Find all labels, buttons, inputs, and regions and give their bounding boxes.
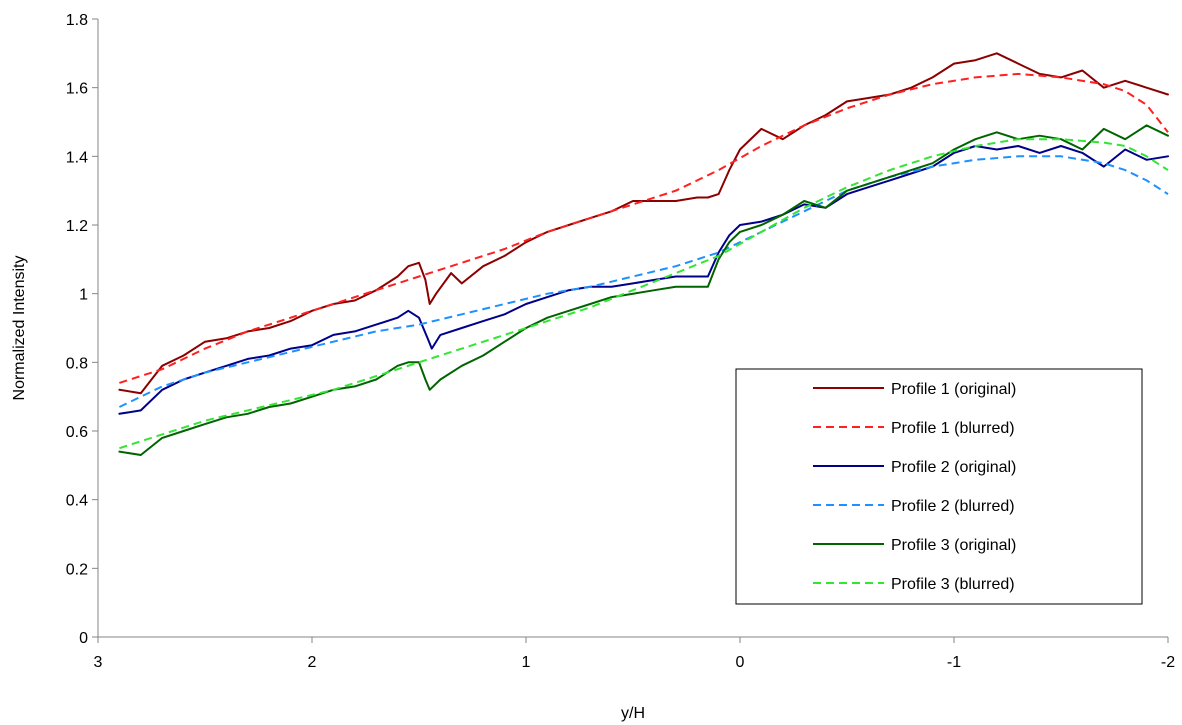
legend-label: Profile 3 (blurred) <box>891 576 1015 593</box>
series-layer <box>118 52 1169 456</box>
x-tick-label: 0 <box>736 654 745 671</box>
series-line-2 <box>119 72 1169 384</box>
y-tick-label: 1.2 <box>66 218 88 235</box>
series-line-5 <box>118 124 1169 456</box>
y-tick-label: 0.8 <box>66 355 88 372</box>
legend-label: Profile 1 (blurred) <box>891 420 1015 437</box>
legend-box <box>735 368 1143 605</box>
y-tick-label: 0.2 <box>66 561 88 578</box>
y-tick-label: 0.6 <box>66 424 88 441</box>
x-tick-label: 2 <box>308 654 317 671</box>
y-tick-label: 1.6 <box>66 81 88 98</box>
legend-label: Profile 1 (original) <box>891 381 1016 398</box>
y-tick-label: 0 <box>79 630 88 647</box>
x-tick-label: 3 <box>94 654 103 671</box>
x-tick-label: 1 <box>522 654 531 671</box>
legend-label: Profile 3 (original) <box>891 537 1016 554</box>
axes: 0 0.2 0.4 0.6 0.8 1 1.2 1.4 1.6 1.8 3 2 1 0 -1 -2 <box>66 12 1175 671</box>
x-tick-label: -2 <box>1161 654 1175 671</box>
series-line-4 <box>118 155 1169 408</box>
legend: Profile 1 (original) Profile 1 (blurred) P… <box>735 368 1143 605</box>
y-tick-label: 1.8 <box>66 12 88 29</box>
y-tick-label: 1.4 <box>66 149 88 166</box>
series-line-6 <box>119 138 1169 450</box>
y-tick-label: 1 <box>79 287 88 304</box>
x-tick-label: -1 <box>947 654 961 671</box>
legend-label: Profile 2 (original) <box>891 459 1016 476</box>
x-axis-title: y/H <box>621 705 645 722</box>
y-tick-label: 0.4 <box>66 493 88 510</box>
y-axis-title: Normalized Intensity <box>11 256 28 401</box>
legend-label: Profile 2 (blurred) <box>891 498 1015 515</box>
